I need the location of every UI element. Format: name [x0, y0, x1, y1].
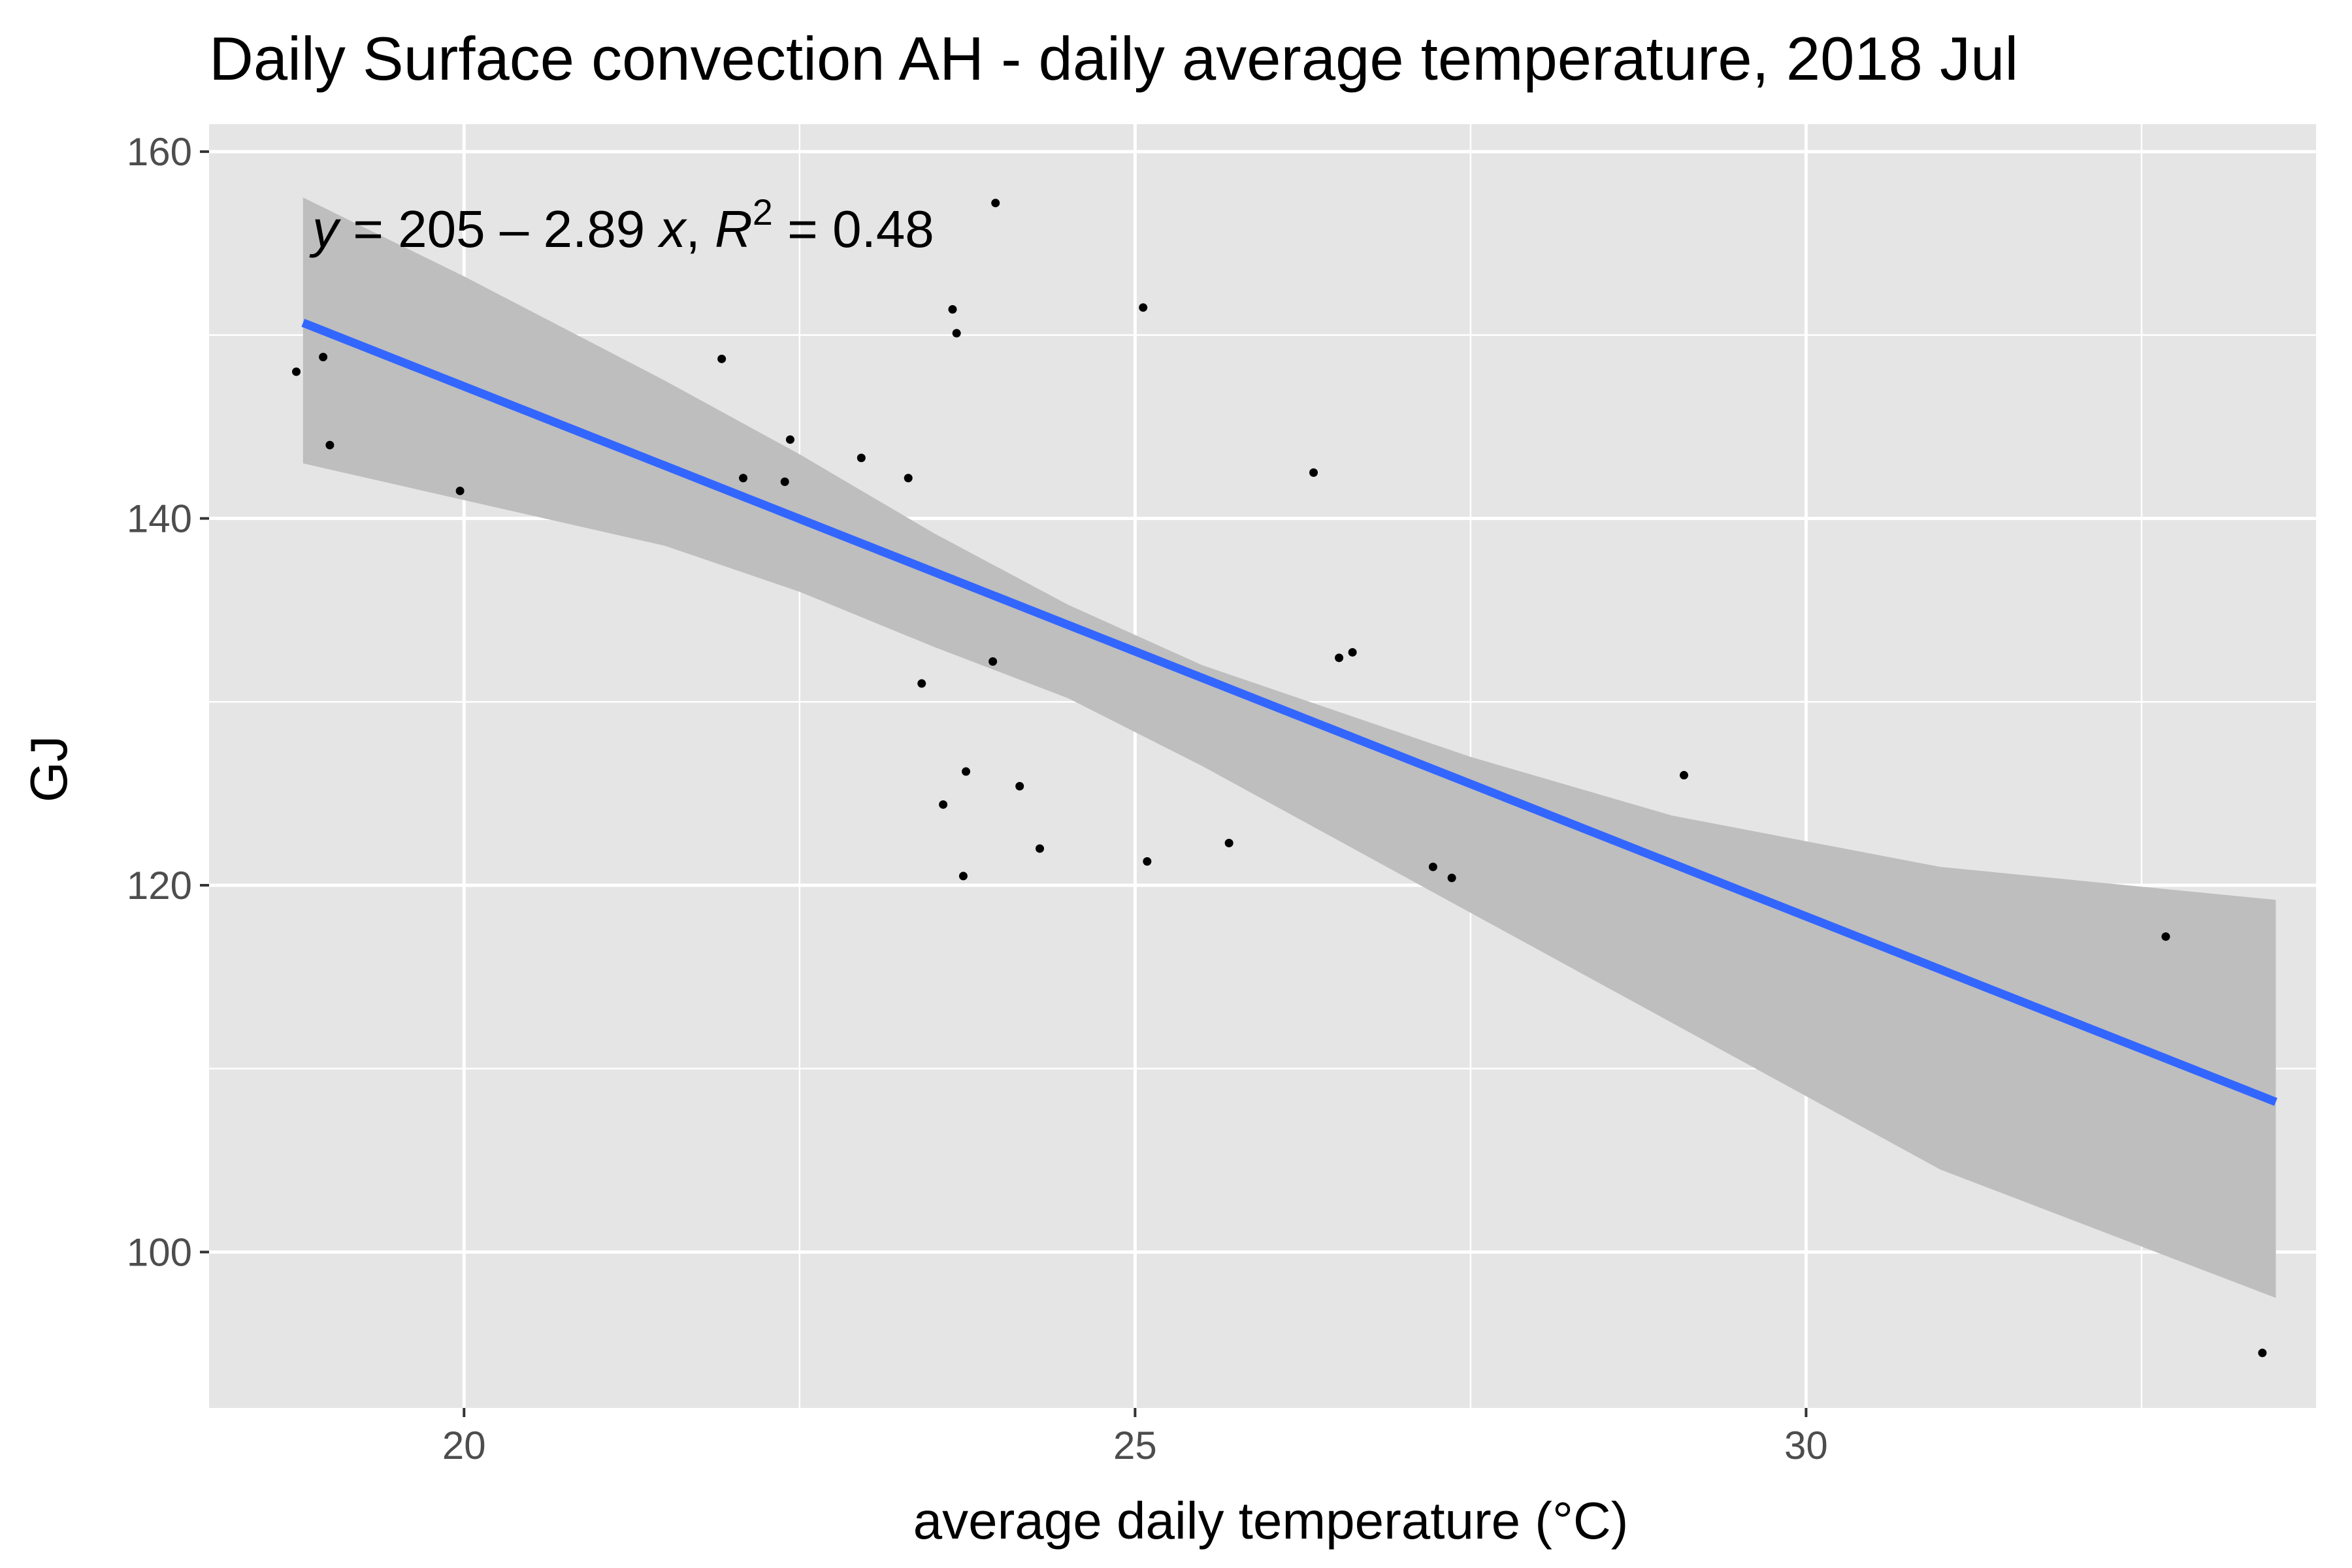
data-point — [1680, 771, 1688, 780]
data-point — [785, 435, 794, 444]
data-point — [717, 354, 727, 363]
data-point — [904, 474, 913, 483]
eq-r-exponent: 2 — [753, 191, 773, 233]
data-point — [857, 453, 866, 463]
x-axis: 20 25 30 — [442, 1408, 1828, 1467]
data-point — [1224, 838, 1233, 847]
data-point — [917, 679, 926, 688]
data-point — [1335, 653, 1344, 662]
eq-x-symbol: x — [657, 200, 688, 258]
data-point — [2161, 932, 2170, 941]
data-point — [292, 367, 301, 376]
eq-separator: , — [686, 200, 715, 258]
data-point — [939, 800, 948, 809]
eq-y-symbol: y — [309, 200, 342, 258]
regression-line — [301, 319, 2278, 1106]
data-point — [319, 353, 328, 362]
y-tick-label: 160 — [127, 130, 192, 174]
x-tick-label: 30 — [1784, 1424, 1828, 1467]
x-axis-title: average daily temperature (°C) — [913, 1492, 1629, 1550]
x-tick-label: 20 — [442, 1424, 486, 1467]
data-point — [958, 872, 968, 881]
eq-r-value: = 0.48 — [773, 200, 934, 258]
data-point — [325, 440, 335, 449]
eq-r-symbol: R — [715, 200, 753, 258]
eq-rhs: = 205 – 2.89 — [338, 200, 660, 258]
data-point — [988, 657, 998, 666]
data-point — [1036, 844, 1045, 853]
y-axis-title: GJ — [20, 736, 78, 802]
chart-title: Daily Surface convection AH - daily aver… — [209, 24, 2018, 93]
x-tick-label: 25 — [1113, 1424, 1157, 1467]
data-point — [2258, 1348, 2267, 1358]
confidence-band — [302, 197, 2276, 1298]
data-point — [1309, 468, 1318, 477]
data-point — [952, 329, 961, 338]
data-point — [739, 474, 748, 483]
data-point — [455, 486, 465, 495]
data-point — [1447, 874, 1456, 883]
data-point — [1139, 303, 1148, 312]
y-tick-label: 100 — [127, 1230, 192, 1274]
data-point — [991, 199, 1000, 208]
y-tick-label: 120 — [127, 864, 192, 907]
data-point — [962, 767, 971, 776]
data-point — [1428, 862, 1437, 872]
y-axis: 100 120 140 160 — [127, 130, 209, 1274]
data-point — [1348, 647, 1357, 657]
data-point — [1015, 781, 1024, 791]
regression-equation: y = 205 – 2.89 x, R2 = 0.48 — [309, 191, 934, 258]
data-point — [780, 477, 789, 486]
data-point — [1143, 857, 1152, 866]
data-points — [292, 199, 2267, 1358]
y-tick-label: 140 — [127, 497, 192, 541]
data-point — [948, 305, 957, 314]
